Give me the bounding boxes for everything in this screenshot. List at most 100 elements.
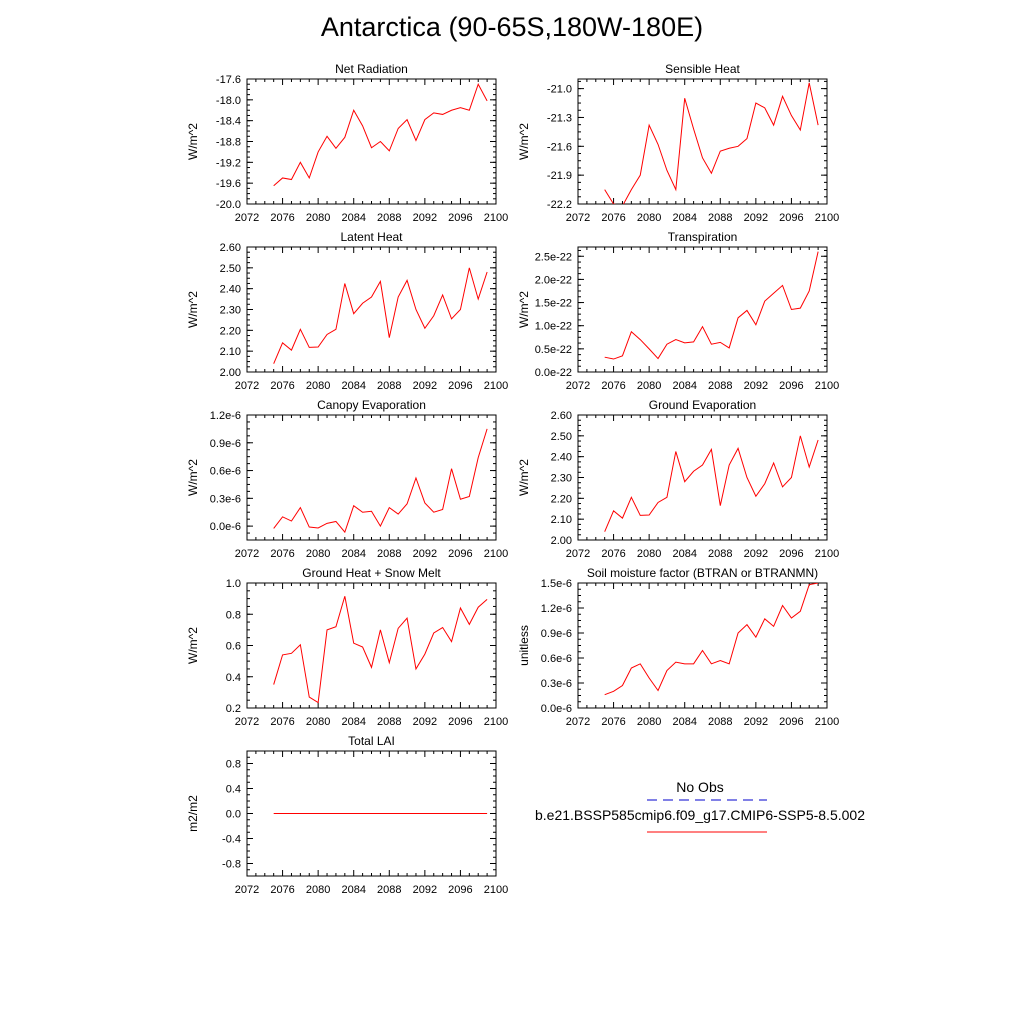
plot-frame bbox=[577, 246, 828, 373]
x-tick-label: 2084 bbox=[341, 716, 365, 728]
plot-frame bbox=[577, 414, 828, 541]
y-tick-label: 0.9e-6 bbox=[210, 438, 241, 450]
series-line bbox=[273, 596, 488, 704]
x-tick-label: 2092 bbox=[744, 212, 768, 224]
y-tick-label: 1.5e-6 bbox=[541, 578, 572, 590]
x-tick-label: 2100 bbox=[484, 212, 508, 224]
y-axis-label: W/m^2 bbox=[186, 627, 200, 664]
y-tick-label: 2.10 bbox=[220, 346, 241, 358]
x-tick-label: 2096 bbox=[448, 548, 472, 560]
y-tick-label: 2.20 bbox=[551, 493, 572, 505]
series-line bbox=[273, 428, 488, 534]
x-tick-label: 2100 bbox=[484, 884, 508, 896]
x-tick-label: 2100 bbox=[484, 380, 508, 392]
x-tick-label: 2084 bbox=[672, 548, 696, 560]
y-tick-label: 1.2e-6 bbox=[210, 410, 241, 422]
y-tick-label: -21.9 bbox=[547, 170, 572, 182]
legend: No Obs b.e21.BSSP585cmip6.f09_g17.CMIP6-… bbox=[520, 778, 880, 838]
x-tick-label: 2092 bbox=[744, 548, 768, 560]
x-tick-label: 2076 bbox=[270, 884, 294, 896]
x-tick-label: 2084 bbox=[672, 380, 696, 392]
plot-frame bbox=[577, 582, 828, 709]
panel-title: Sensible Heat bbox=[665, 62, 740, 76]
x-tick-label: 2100 bbox=[815, 212, 839, 224]
panel-5: Canopy Evaporation 2072 2076 2080 2084 2088 20… bbox=[186, 398, 508, 560]
y-tick-label: 1.0e-22 bbox=[535, 321, 572, 333]
y-tick-label: 2.50 bbox=[220, 263, 241, 275]
y-tick-label: 0.0e-6 bbox=[541, 703, 572, 715]
plot-frame bbox=[246, 78, 497, 205]
y-tick-label: -21.0 bbox=[547, 84, 572, 96]
x-tick-label: 2088 bbox=[708, 716, 732, 728]
page-title: Antarctica (90-65S,180W-180E) bbox=[320, 12, 704, 42]
x-tick-label: 2076 bbox=[270, 380, 294, 392]
legend-obs-line bbox=[647, 799, 767, 801]
y-tick-label: 0.0e-22 bbox=[535, 367, 572, 379]
y-tick-label: 2.60 bbox=[220, 242, 241, 254]
series-line bbox=[604, 583, 819, 696]
x-tick-label: 2080 bbox=[637, 380, 661, 392]
y-tick-label: 0.3e-6 bbox=[541, 678, 572, 690]
y-tick-label: -18.8 bbox=[216, 137, 241, 149]
y-tick-label: -22.2 bbox=[547, 199, 572, 211]
x-tick-label: 2084 bbox=[341, 380, 365, 392]
panel-7: Ground Heat + Snow Melt 2072 2076 2080 2084 2… bbox=[186, 566, 508, 728]
x-tick-label: 2084 bbox=[672, 212, 696, 224]
y-axis-label: W/m^2 bbox=[517, 459, 531, 496]
x-tick-label: 2096 bbox=[779, 212, 803, 224]
panel-title: Canopy Evaporation bbox=[317, 398, 426, 412]
y-axis-label: W/m^2 bbox=[186, 459, 200, 496]
y-tick-label: -0.4 bbox=[222, 834, 241, 846]
y-axis-label: W/m^2 bbox=[186, 291, 200, 328]
y-tick-label: -19.6 bbox=[216, 178, 241, 190]
x-tick-label: 2072 bbox=[566, 548, 590, 560]
y-tick-label: 0.5e-22 bbox=[535, 344, 572, 356]
x-tick-label: 2092 bbox=[744, 380, 768, 392]
y-tick-label: 0.4 bbox=[226, 784, 241, 796]
x-tick-label: 2072 bbox=[235, 884, 259, 896]
x-tick-label: 2092 bbox=[413, 548, 437, 560]
x-tick-label: 2076 bbox=[601, 548, 625, 560]
x-tick-label: 2076 bbox=[270, 716, 294, 728]
x-tick-label: 2072 bbox=[566, 380, 590, 392]
y-tick-label: 2.40 bbox=[551, 452, 572, 464]
x-tick-label: 2076 bbox=[601, 716, 625, 728]
x-tick-label: 2088 bbox=[377, 380, 401, 392]
y-axis-label: W/m^2 bbox=[517, 291, 531, 328]
legend-model-line bbox=[647, 831, 767, 833]
panel-title: Latent Heat bbox=[340, 230, 403, 244]
y-tick-label: 2.50 bbox=[551, 431, 572, 443]
x-tick-label: 2080 bbox=[637, 548, 661, 560]
series-line bbox=[273, 267, 488, 364]
y-tick-label: 0.6e-6 bbox=[210, 466, 241, 478]
y-tick-label: -21.6 bbox=[547, 141, 572, 153]
y-tick-label: 0.3e-6 bbox=[210, 493, 241, 505]
y-tick-label: 2.60 bbox=[551, 410, 572, 422]
x-tick-label: 2080 bbox=[306, 716, 330, 728]
x-tick-label: 2092 bbox=[413, 380, 437, 392]
y-tick-label: 0.6e-6 bbox=[541, 653, 572, 665]
x-tick-label: 2076 bbox=[270, 212, 294, 224]
y-tick-label: 0.8 bbox=[226, 609, 241, 621]
y-axis-label: m2/m2 bbox=[186, 795, 200, 832]
y-axis-label: W/m^2 bbox=[186, 123, 200, 160]
x-tick-label: 2088 bbox=[708, 380, 732, 392]
x-tick-label: 2072 bbox=[235, 716, 259, 728]
x-tick-label: 2092 bbox=[413, 716, 437, 728]
panel-2: Sensible Heat 2072 2076 2080 2084 2088 2092 209… bbox=[517, 62, 839, 224]
x-tick-label: 2084 bbox=[672, 716, 696, 728]
y-tick-label: 0.4 bbox=[226, 672, 241, 684]
y-tick-label: -20.0 bbox=[216, 199, 241, 211]
series-line bbox=[604, 251, 819, 360]
y-tick-label: 2.30 bbox=[220, 305, 241, 317]
y-tick-label: 1.0 bbox=[226, 578, 241, 590]
y-tick-label: -18.0 bbox=[216, 95, 241, 107]
x-tick-label: 2084 bbox=[341, 548, 365, 560]
y-tick-label: 1.5e-22 bbox=[535, 298, 572, 310]
x-tick-label: 2092 bbox=[744, 716, 768, 728]
x-tick-label: 2088 bbox=[708, 212, 732, 224]
y-tick-label: 2.00 bbox=[551, 535, 572, 547]
x-tick-label: 2096 bbox=[779, 548, 803, 560]
x-tick-label: 2100 bbox=[815, 548, 839, 560]
x-tick-label: 2080 bbox=[306, 380, 330, 392]
